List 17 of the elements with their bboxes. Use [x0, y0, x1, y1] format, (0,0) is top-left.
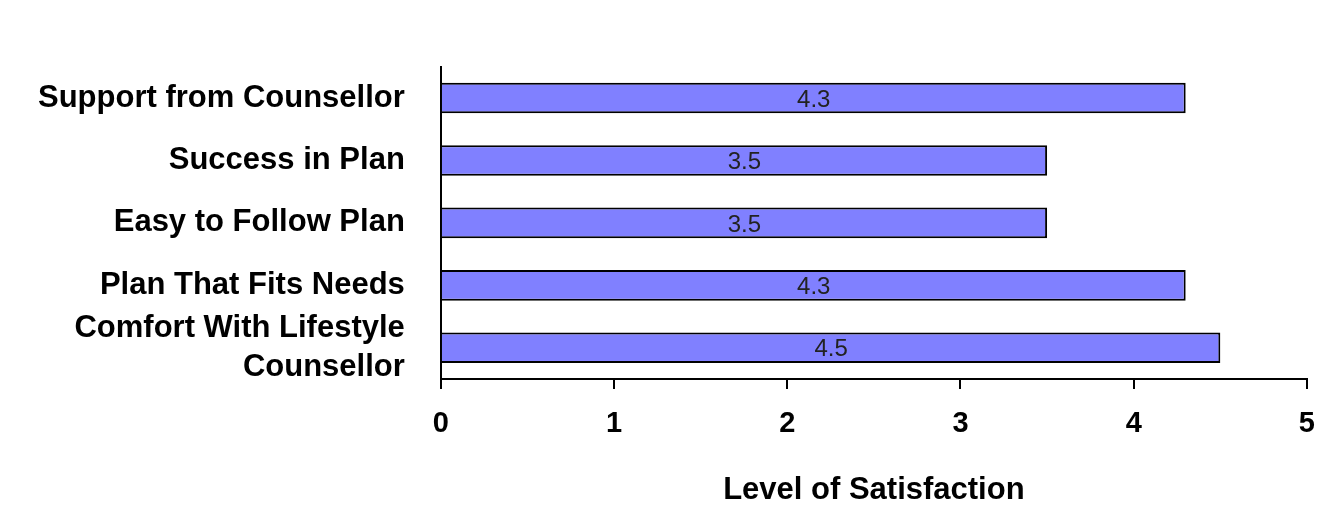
data-label: 4.3	[797, 84, 831, 112]
y-tick-label: Success in Plan	[168, 140, 405, 176]
y-tick-label: Easy to Follow Plan	[113, 203, 405, 239]
y-tick-label: Support from Counsellor	[38, 78, 405, 114]
x-tick-label: 0	[432, 406, 449, 439]
x-axis-title: Level of Satisfaction	[723, 470, 1025, 506]
x-tick-label: 2	[779, 406, 796, 439]
data-label: 3.5	[727, 147, 762, 175]
data-label: 3.5	[727, 209, 762, 237]
data-label: 4.3	[797, 271, 831, 299]
x-tick-label: 5	[1298, 406, 1316, 439]
x-tick-label: 1	[605, 406, 623, 439]
x-tick-label: 4	[1125, 406, 1142, 439]
y-tick-label: Plan That Fits Needs	[99, 265, 405, 301]
y-tick-label: Comfort With Lifestyle Counsellor	[74, 308, 405, 383]
data-label: 4.5	[814, 334, 848, 362]
x-tick-label: 3	[952, 406, 969, 439]
